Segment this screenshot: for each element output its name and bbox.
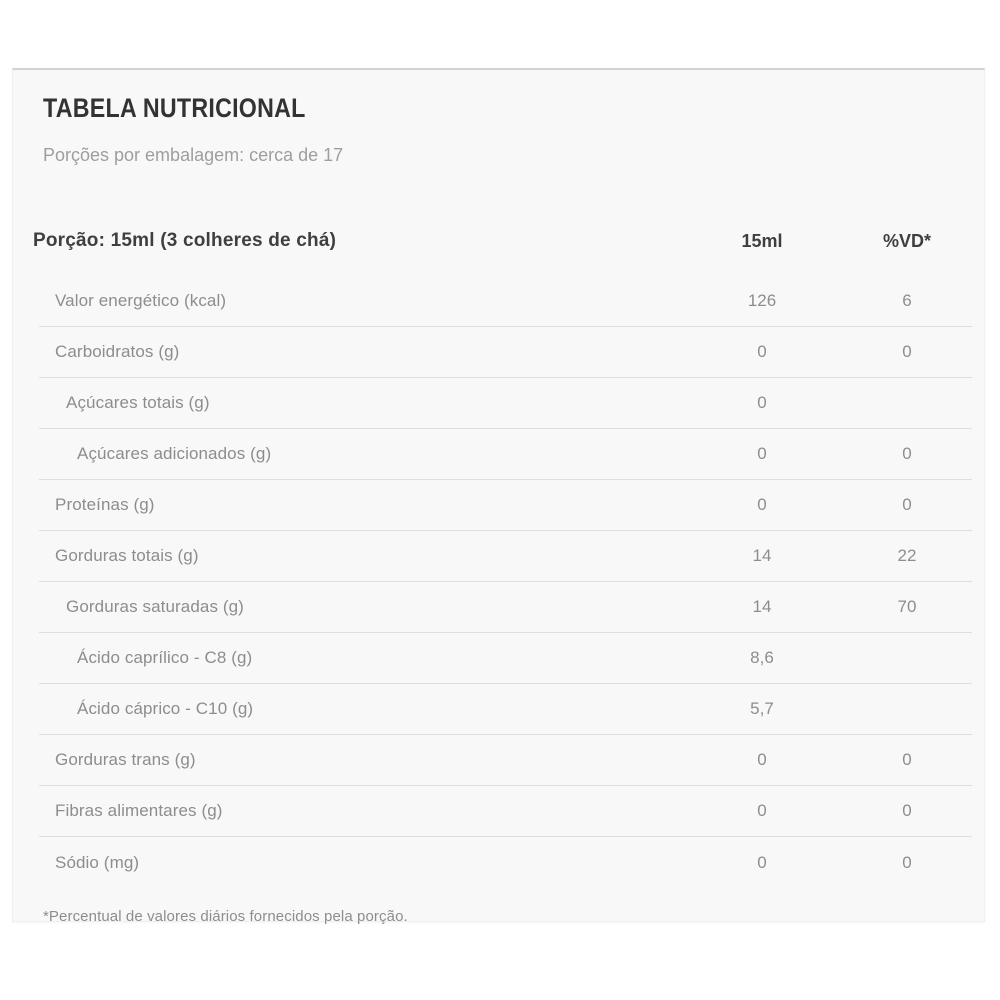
nutrient-label: Valor energético (kcal) xyxy=(55,291,227,310)
nutrient-label: Gorduras saturadas (g) xyxy=(66,597,244,616)
servings-per-package-text: Porções por embalagem: cerca de 17 xyxy=(43,145,344,165)
nutrient-amount-value: 8,6 xyxy=(750,648,774,667)
nutrient-amount-value: 14 xyxy=(752,546,772,565)
nutrient-row: Proteínas (g) 0 0 xyxy=(39,480,972,531)
nutrient-row: Ácido cáprico - C10 (g) 5,7 xyxy=(39,684,972,735)
nutrient-amount-value: 0 xyxy=(757,393,767,412)
nutrient-amount-value: 0 xyxy=(757,444,767,463)
nutrient-daily-value: 0 xyxy=(902,444,912,463)
nutrient-daily-value: 70 xyxy=(897,597,917,616)
nutrient-daily-value: 0 xyxy=(902,852,912,872)
nutrient-daily-value: 0 xyxy=(902,342,912,361)
daily-value-footnote: *Percentual de valores diários fornecido… xyxy=(43,908,408,925)
nutrient-row: Gorduras totais (g) 14 22 xyxy=(39,531,972,582)
amount-column-header: 15ml xyxy=(741,230,783,251)
nutrient-row: Ácido caprílico - C8 (g) 8,6 xyxy=(39,633,972,684)
nutrient-row: Carboidratos (g) 0 0 xyxy=(39,327,972,378)
nutrient-label: Fibras alimentares (g) xyxy=(55,801,223,820)
nutrient-label: Gorduras trans (g) xyxy=(55,750,196,769)
nutrient-amount-value: 0 xyxy=(757,750,767,769)
nutrient-amount-value: 0 xyxy=(757,495,767,514)
nutrient-label: Ácido cáprico - C10 (g) xyxy=(77,699,254,718)
nutrient-daily-value: 0 xyxy=(902,801,912,820)
nutrient-daily-value: 0 xyxy=(902,495,912,514)
nutrient-row: Valor energético (kcal) 126 6 xyxy=(39,276,972,327)
nutrient-row: Sódio (mg) 0 0 xyxy=(39,837,972,888)
nutrient-row: Fibras alimentares (g) 0 0 xyxy=(39,786,972,837)
nutrient-amount-value: 5,7 xyxy=(750,699,774,718)
nutrient-amount-value: 14 xyxy=(752,597,772,616)
nutrient-daily-value: 6 xyxy=(902,291,912,310)
nutrient-daily-value: 22 xyxy=(897,546,917,565)
nutrient-amount-value: 0 xyxy=(757,342,767,361)
nutrient-label: Proteínas (g) xyxy=(55,495,155,514)
nutrient-daily-value: 0 xyxy=(902,750,912,769)
nutrient-amount-value: 0 xyxy=(757,852,767,872)
nutrient-row: Gorduras trans (g) 0 0 xyxy=(39,735,972,786)
nutrient-label: Ácido caprílico - C8 (g) xyxy=(77,648,253,667)
nutrient-label: Gorduras totais (g) xyxy=(55,546,199,565)
nutrient-label: Açúcares adicionados (g) xyxy=(77,444,272,463)
nutrient-label: Carboidratos (g) xyxy=(55,342,180,361)
nutrient-row: Açúcares totais (g) 0 xyxy=(39,378,972,429)
nutrient-label: Sódio (mg) xyxy=(55,852,140,872)
nutrient-row: Gorduras saturadas (g) 14 70 xyxy=(39,582,972,633)
nutrient-amount-value: 126 xyxy=(747,291,777,310)
nutrient-rows-container: Valor energético (kcal) 126 6 Carboidrat… xyxy=(39,276,972,888)
daily-value-column-header: %VD* xyxy=(882,230,931,251)
nutrition-facts-card: TABELA NUTRICIONAL Porções por embalagem… xyxy=(12,68,985,925)
serving-size-header: Porção: 15ml (3 colheres de chá) xyxy=(33,230,337,251)
nutrient-amount-value: 0 xyxy=(757,801,767,820)
nutrient-row: Açúcares adicionados (g) 0 0 xyxy=(39,429,972,480)
table-header-row: Porção: 15ml (3 colheres de chá) 15ml %V… xyxy=(13,206,972,276)
nutrient-label: Açúcares totais (g) xyxy=(66,393,210,412)
nutrition-table-title: TABELA NUTRICIONAL xyxy=(43,93,306,123)
